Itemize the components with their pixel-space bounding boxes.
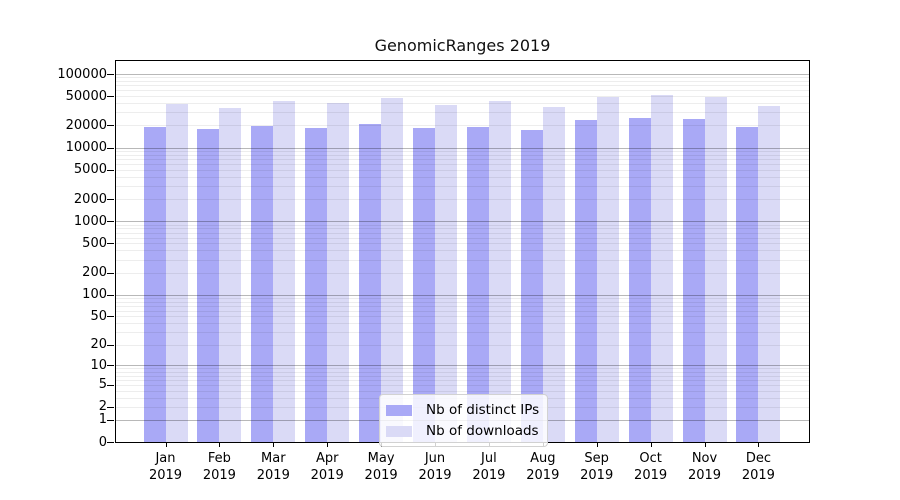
- y-tick-label: 1: [98, 412, 107, 428]
- bar-mar-distinct-ips: [251, 125, 274, 442]
- y-tick-mark: [107, 169, 114, 171]
- plot-area: Nb of distinct IPs Nb of downloads: [115, 60, 810, 447]
- y-tick-label: 500: [82, 235, 107, 251]
- y-tick-label: 200: [82, 265, 107, 280]
- bar-dec-distinct-ips: [736, 127, 759, 442]
- y-tick-mark: [107, 384, 114, 386]
- bar-feb-distinct-ips: [197, 128, 220, 442]
- legend-swatch-downloads-icon: [386, 425, 412, 437]
- y-tick-mark: [107, 147, 114, 149]
- y-tick-label: 1000: [73, 213, 107, 229]
- y-tick-label: 10000: [65, 140, 107, 156]
- y-tick-mark: [107, 419, 114, 421]
- bar-nov-distinct-ips: [682, 119, 705, 442]
- bar-sep-distinct-ips: [574, 119, 597, 442]
- x-tick-label-dec: Dec 2019: [741, 451, 775, 483]
- y-tick-label: 100: [82, 287, 107, 302]
- y-tick-mark: [107, 344, 114, 346]
- y-tick-label: 50: [90, 308, 107, 324]
- bar-jan-downloads: [165, 104, 188, 442]
- y-tick-mark: [107, 125, 114, 127]
- x-tick-mark: [596, 442, 598, 447]
- legend-item-distinct-ips: Nb of distinct IPs: [386, 401, 539, 419]
- y-tick-label: 2000: [73, 191, 107, 207]
- y-tick-mark: [107, 442, 114, 443]
- x-tick-label-may: May 2019: [364, 451, 398, 483]
- bar-may-distinct-ips: [359, 123, 382, 442]
- y-tick-label: 5000: [73, 162, 107, 178]
- x-tick-mark: [165, 442, 167, 447]
- bar-feb-downloads: [219, 108, 242, 442]
- x-tick-label-mar: Mar 2019: [256, 451, 290, 483]
- bar-oct-downloads: [650, 95, 673, 442]
- bar-apr-downloads: [327, 102, 350, 442]
- bar-jun-downloads: [435, 104, 457, 442]
- bar-apr-distinct-ips: [305, 127, 328, 442]
- bar-aug-downloads: [542, 106, 565, 442]
- bar-may-downloads: [381, 97, 404, 442]
- y-tick-label: 50000: [65, 88, 107, 104]
- x-tick-label-feb: Feb 2019: [202, 451, 236, 483]
- y-tick-mark: [107, 406, 114, 408]
- bar-jul-distinct-ips: [466, 126, 489, 442]
- y-tick-label: 100000: [57, 66, 107, 82]
- bar-jun-distinct-ips: [413, 128, 435, 442]
- x-tick-label-jul: Jul 2019: [472, 451, 506, 483]
- x-tick-mark: [273, 442, 275, 447]
- bar-sep-downloads: [596, 97, 619, 442]
- bar-dec-downloads: [758, 106, 781, 442]
- y-tick-label: 20000: [65, 117, 107, 133]
- bar-jul-downloads: [488, 101, 511, 442]
- x-tick-label-oct: Oct 2019: [634, 451, 668, 483]
- y-tick-mark: [107, 294, 114, 296]
- y-tick-label: 0: [98, 434, 107, 450]
- chart-title: GenomicRanges 2019: [374, 36, 551, 55]
- bar-aug-distinct-ips: [520, 129, 543, 442]
- x-tick-label-sep: Sep 2019: [580, 451, 614, 483]
- bar-jan-distinct-ips: [143, 126, 166, 442]
- legend-label-downloads: Nb of downloads: [426, 423, 539, 439]
- y-tick-mark: [107, 316, 114, 318]
- y-tick-mark: [107, 221, 114, 223]
- x-tick-mark: [758, 442, 760, 447]
- x-tick-label-apr: Apr 2019: [310, 451, 344, 483]
- legend: Nb of distinct IPs Nb of downloads: [379, 394, 549, 447]
- x-tick-label-jan: Jan 2019: [148, 451, 183, 483]
- y-tick-mark: [107, 74, 114, 75]
- x-tick-label-nov: Nov 2019: [687, 451, 722, 483]
- y-tick-mark: [107, 96, 114, 98]
- y-tick-label: 2: [98, 399, 107, 415]
- bar-nov-downloads: [704, 96, 727, 442]
- x-tick-mark: [704, 442, 706, 447]
- y-tick-mark: [107, 199, 114, 200]
- x-tick-mark: [650, 442, 652, 447]
- x-tick-label-aug: Aug 2019: [526, 451, 560, 483]
- legend-label-distinct-ips: Nb of distinct IPs: [426, 402, 540, 418]
- y-tick-label: 20: [90, 337, 107, 353]
- y-tick-mark: [107, 365, 114, 367]
- x-tick-label-jun: Jun 2019: [418, 451, 452, 483]
- legend-swatch-distinct-ips-icon: [386, 404, 412, 416]
- bar-oct-distinct-ips: [628, 118, 651, 442]
- legend-item-downloads: Nb of downloads: [386, 422, 539, 440]
- bars-layer: [116, 61, 809, 442]
- x-tick-mark: [219, 442, 221, 447]
- y-tick-mark: [107, 243, 114, 245]
- x-tick-mark: [327, 442, 329, 447]
- bar-mar-downloads: [273, 100, 296, 442]
- y-tick-label: 10: [90, 357, 107, 373]
- y-tick-mark: [107, 272, 114, 274]
- y-tick-label: 5: [98, 377, 107, 393]
